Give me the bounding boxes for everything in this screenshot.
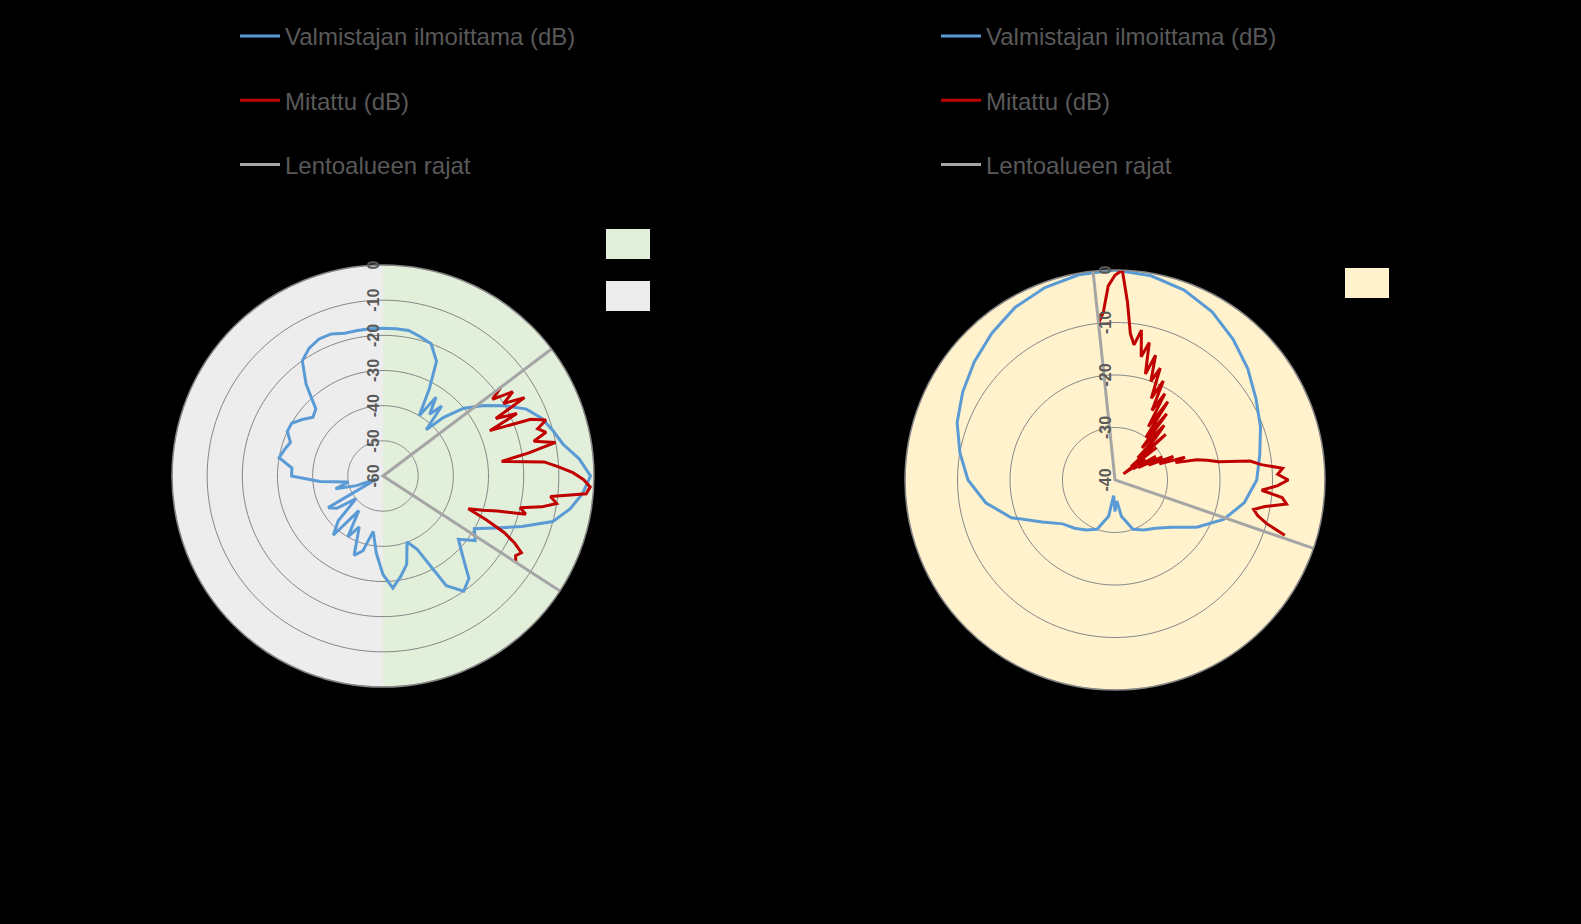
svg-text:-20: -20 [1097,363,1114,386]
svg-text:-40: -40 [1097,468,1114,491]
svg-text:-40: -40 [365,394,382,417]
svg-text:Valmistajan ilmoittama (dB): Valmistajan ilmoittama (dB) [986,23,1276,50]
svg-text:-10: -10 [365,289,382,312]
svg-text:0: 0 [365,260,382,269]
svg-text:-30: -30 [365,359,382,382]
svg-text:-20: -20 [365,324,382,347]
svg-text:-60: -60 [365,464,382,487]
svg-text:Lentoalueen rajat: Lentoalueen rajat [986,152,1172,179]
svg-text:-10: -10 [1097,311,1114,334]
svg-text:Lentoalueen rajat: Lentoalueen rajat [285,152,471,179]
svg-text:-50: -50 [365,429,382,452]
svg-text:Valmistajan ilmoittama (dB): Valmistajan ilmoittama (dB) [285,23,575,50]
svg-text:Mitattu (dB): Mitattu (dB) [285,88,409,115]
svg-text:Mitattu (dB): Mitattu (dB) [986,88,1110,115]
svg-text:0: 0 [1097,265,1114,274]
svg-text:-30: -30 [1097,416,1114,439]
